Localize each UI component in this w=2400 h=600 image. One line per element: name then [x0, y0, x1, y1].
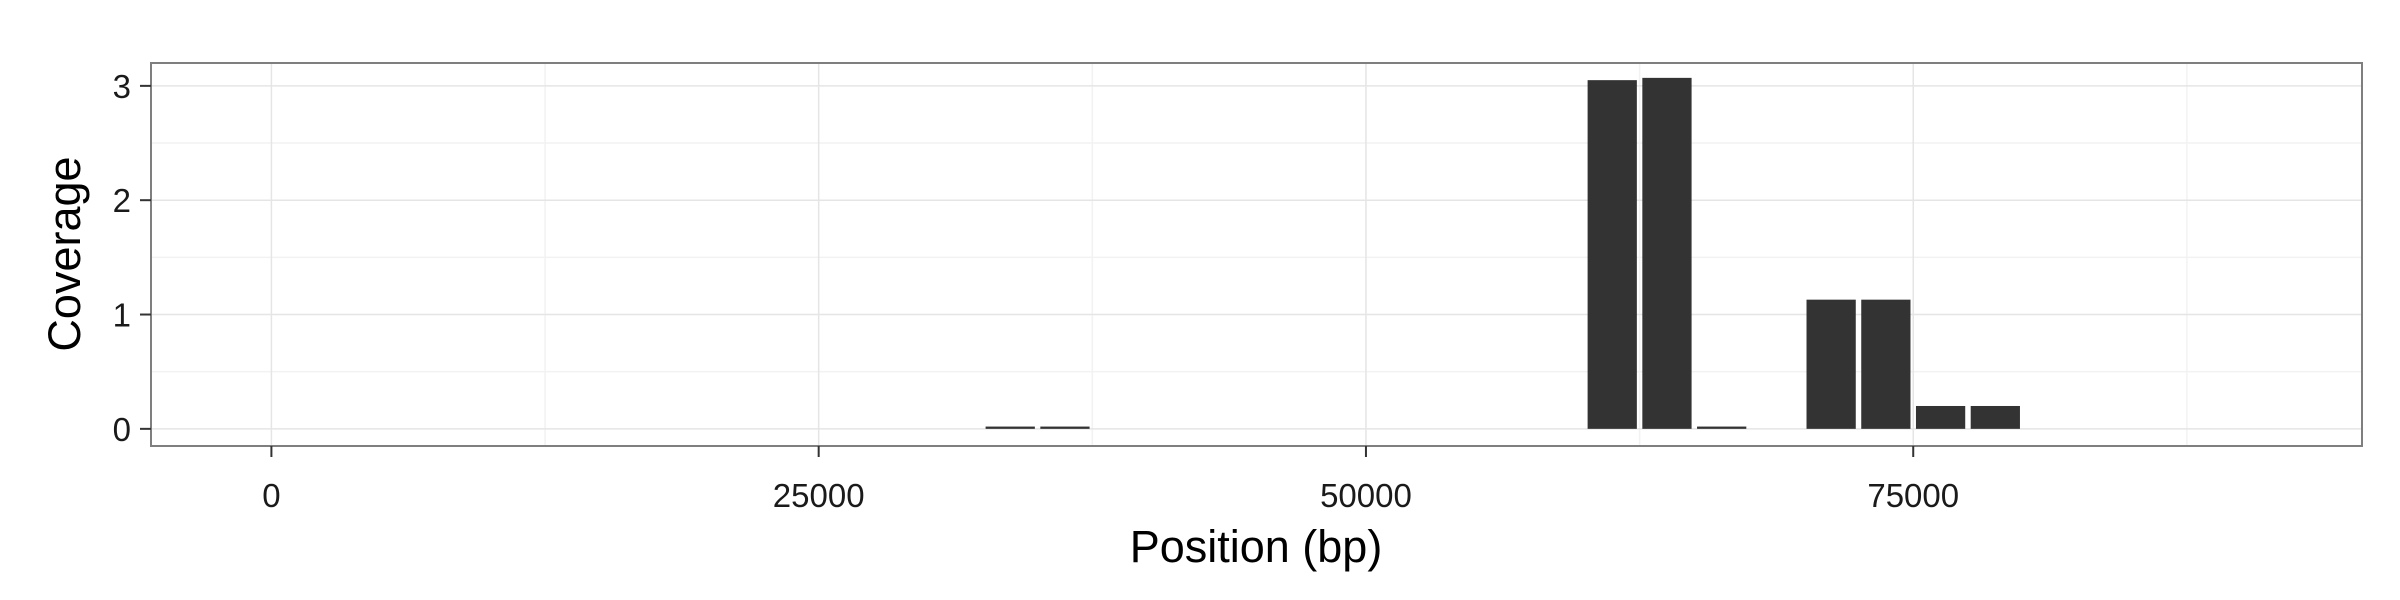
y-axis: 0 1 2 3	[113, 68, 151, 448]
x-axis-title: Position (bp)	[1130, 521, 1383, 572]
x-tick-label: 75000	[1867, 477, 1959, 514]
plot-border	[150, 62, 2363, 447]
bar	[1970, 405, 2020, 429]
bars	[985, 77, 2020, 429]
x-tick-label: 25000	[773, 477, 865, 514]
x-tick-label: 50000	[1320, 477, 1412, 514]
bar	[1040, 426, 1090, 429]
bar	[1915, 405, 1966, 429]
minor-gridlines	[151, 63, 2362, 446]
bar	[1642, 77, 1692, 429]
y-tick-label: 1	[113, 297, 131, 334]
bar	[1861, 299, 1911, 429]
bar	[985, 426, 1035, 429]
y-axis-title: Coverage	[39, 156, 90, 351]
x-tick-label: 0	[262, 477, 280, 514]
y-tick-label: 0	[113, 411, 131, 448]
bar	[1806, 299, 1856, 429]
bar	[1587, 80, 1637, 429]
plot-panel	[151, 63, 2362, 446]
y-tick-label: 3	[113, 68, 131, 105]
y-tick-label: 2	[113, 182, 131, 219]
x-axis: 0 25000 50000 75000	[262, 446, 1959, 514]
bar	[1697, 426, 1747, 429]
